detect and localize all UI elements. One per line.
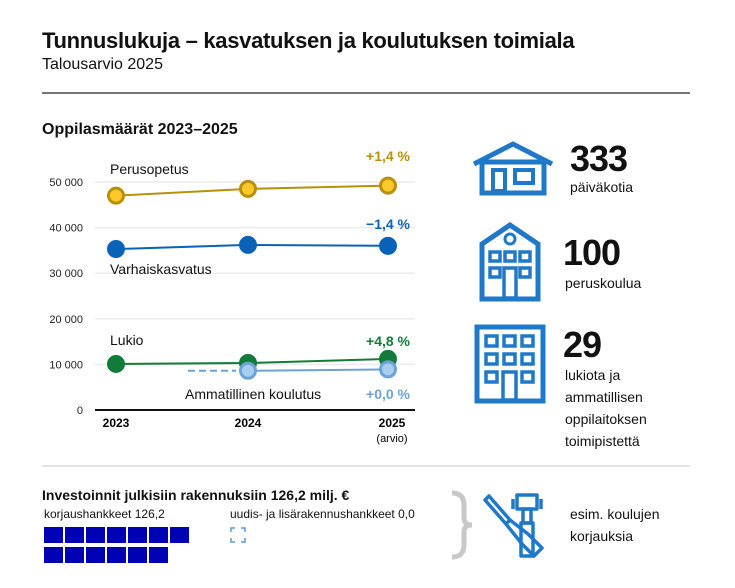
repair-square xyxy=(149,547,168,563)
stat-label: lukiota ja ammatillisen oppilaitoksen to… xyxy=(565,367,647,449)
y-tick-label: 20 000 xyxy=(49,314,83,326)
repair-square xyxy=(107,547,126,563)
repair-square xyxy=(149,527,168,543)
repair-label: korjaushankkeet 126,2 xyxy=(44,507,165,521)
repair-square xyxy=(86,547,105,563)
y-tick-label: 50 000 xyxy=(49,177,83,189)
stat-label: peruskoulua xyxy=(565,275,642,291)
stat-number: 333 xyxy=(570,138,628,179)
data-point xyxy=(107,186,125,205)
change-label: −1,4 % xyxy=(366,216,411,232)
chart-title: Oppilasmäärät 2023–2025 xyxy=(42,121,238,138)
line-chart: 0 10 000 20 000 30 000 40 000 50 000 2023 2024 2… xyxy=(49,148,415,445)
y-tick-label: 40 000 xyxy=(49,223,83,235)
divider xyxy=(42,465,690,467)
stat-number: 29 xyxy=(563,324,602,365)
repair-square xyxy=(170,527,189,543)
house-icon xyxy=(470,140,556,201)
repair-square xyxy=(44,527,63,543)
series-line xyxy=(247,368,389,372)
data-point xyxy=(239,235,257,254)
stat-number: 100 xyxy=(563,232,621,273)
y-tick-label: 10 000 xyxy=(49,359,83,371)
data-point xyxy=(107,354,125,373)
brace-icon xyxy=(444,490,474,565)
data-point xyxy=(107,240,125,259)
repair-square xyxy=(128,527,147,543)
building-icon xyxy=(474,324,546,409)
repair-square xyxy=(86,527,105,543)
investments-note: esim. koulujen korjauksia xyxy=(570,506,660,544)
new-construction-label: uudis- ja lisärakennushankkeet 0,0 xyxy=(230,507,415,521)
repair-squares xyxy=(44,527,204,567)
data-point xyxy=(379,176,397,195)
change-label: +0,0 % xyxy=(366,386,411,402)
series-label: Lukio xyxy=(110,332,144,348)
y-tick-label: 0 xyxy=(77,405,83,417)
x-tick-label: 2023 xyxy=(103,416,130,430)
repair-square xyxy=(128,547,147,563)
page-subtitle: Talousarvio 2025 xyxy=(42,56,163,73)
repair-square xyxy=(107,527,126,543)
page-title: Tunnuslukuja – kasvatuksen ja koulutukse… xyxy=(42,28,575,53)
data-point xyxy=(379,360,397,379)
change-label: +4,8 % xyxy=(366,333,411,349)
x-tick-label: 2024 xyxy=(235,416,262,430)
data-point xyxy=(239,361,257,380)
stat-label: päiväkotia xyxy=(570,179,634,195)
repair-square xyxy=(44,547,63,563)
series-label: Varhaiskasvatus xyxy=(110,261,212,277)
school-icon xyxy=(478,221,542,307)
change-label: +1,4 % xyxy=(366,148,411,164)
empty-square-placeholder xyxy=(230,527,246,543)
tools-icon xyxy=(480,492,560,567)
x-tick-note: (arvio) xyxy=(376,433,407,445)
x-tick-label: 2025 xyxy=(379,416,406,430)
data-point xyxy=(379,236,397,255)
investments-title: Investoinnit julkisiin rakennuksiin 126,… xyxy=(42,487,350,503)
series-label: Ammatillinen koulutus xyxy=(185,386,321,402)
repair-square xyxy=(65,547,84,563)
repair-square xyxy=(65,527,84,543)
data-point xyxy=(239,179,257,198)
divider xyxy=(42,92,690,94)
series-label: Perusopetus xyxy=(110,161,189,177)
y-tick-label: 30 000 xyxy=(49,268,83,280)
